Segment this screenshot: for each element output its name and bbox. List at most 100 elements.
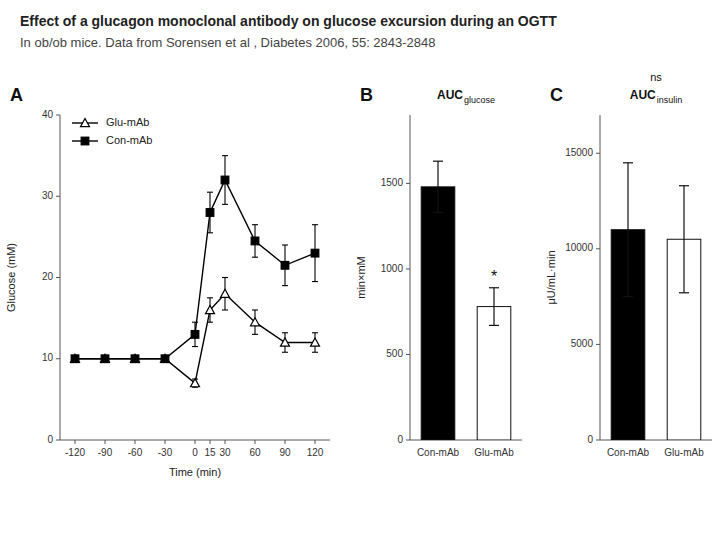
error-cap bbox=[192, 346, 198, 347]
y-tick bbox=[56, 115, 60, 116]
x-tick-label: -60 bbox=[128, 447, 143, 458]
panel-title-main: AUC bbox=[630, 88, 656, 102]
x-tick bbox=[135, 440, 136, 444]
y-tick-label: 15000 bbox=[565, 147, 593, 158]
series-marker bbox=[191, 331, 199, 339]
series-marker bbox=[131, 354, 140, 362]
error-cap bbox=[252, 257, 258, 258]
panel: Con-mAbGlu-mAb050010001500min×mMBAUCgluc… bbox=[355, 85, 522, 458]
bar bbox=[477, 307, 511, 440]
x-tick-label: 0 bbox=[192, 447, 198, 458]
error-cap bbox=[433, 212, 443, 213]
x-tick bbox=[105, 440, 106, 444]
x-tick-label: -30 bbox=[158, 447, 173, 458]
x-tick-label: 60 bbox=[249, 447, 261, 458]
error-cap bbox=[282, 352, 288, 353]
y-tick-label: 0 bbox=[47, 434, 53, 445]
x-tick-label: -120 bbox=[65, 447, 85, 458]
error-cap bbox=[282, 332, 288, 333]
y-tick bbox=[406, 268, 410, 269]
y-tick-label: 30 bbox=[42, 190, 54, 201]
error-bar bbox=[679, 186, 689, 293]
error-bar bbox=[252, 225, 258, 258]
error-cap bbox=[623, 162, 633, 163]
annotation: ns bbox=[650, 71, 662, 83]
y-axis-line bbox=[600, 115, 601, 440]
y-tick-label: 500 bbox=[386, 348, 403, 359]
error-cap bbox=[312, 281, 318, 282]
error-cap bbox=[282, 285, 288, 286]
panel-label: C bbox=[550, 85, 563, 105]
panel-label: B bbox=[360, 85, 373, 105]
y-tick bbox=[406, 440, 410, 441]
y-axis-label: μU/mL·min bbox=[545, 250, 557, 304]
plot-area bbox=[611, 163, 701, 440]
panel-label: A bbox=[10, 85, 23, 105]
x-axis-label: Time (min) bbox=[169, 466, 221, 478]
series-marker bbox=[161, 355, 169, 363]
series-line bbox=[75, 180, 315, 359]
x-tick bbox=[165, 440, 166, 444]
x-tick-label: 90 bbox=[279, 447, 291, 458]
series-marker bbox=[71, 355, 79, 363]
panel: -120-90-60-30015306090120Time (min)01020… bbox=[5, 85, 330, 478]
error-cap bbox=[192, 322, 198, 323]
panel-title: AUCglucose bbox=[437, 88, 495, 105]
y-tick-label: 5000 bbox=[571, 338, 594, 349]
chart-root: Effect of a glucagon monoclonal antibody… bbox=[0, 0, 720, 540]
panel-title-main: AUC bbox=[437, 88, 463, 102]
series-marker bbox=[251, 237, 259, 245]
series-marker bbox=[206, 209, 214, 217]
panel-title-sub: glucose bbox=[464, 95, 495, 105]
error-cap bbox=[679, 292, 689, 293]
panel: Con-mAbGlu-mAb050001000015000μU/mL·minCA… bbox=[545, 71, 712, 458]
series-marker bbox=[161, 354, 170, 362]
error-bar bbox=[192, 322, 198, 346]
y-tick bbox=[56, 440, 60, 441]
y-tick-label: 0 bbox=[397, 434, 403, 445]
panel-title-sub: insulin bbox=[657, 95, 683, 105]
plot-area bbox=[71, 156, 320, 388]
x-tick bbox=[210, 440, 211, 444]
legend-marker bbox=[81, 137, 89, 145]
legend-label: Glu-mAb bbox=[106, 116, 149, 128]
series-marker bbox=[71, 354, 80, 362]
error-cap bbox=[222, 204, 228, 205]
error-cap bbox=[623, 296, 633, 297]
error-cap bbox=[312, 224, 318, 225]
error-bar bbox=[312, 225, 318, 282]
legend-label: Con-mAb bbox=[106, 134, 152, 146]
x-tick-label: Glu-mAb bbox=[664, 447, 704, 458]
series-marker bbox=[221, 289, 230, 297]
x-tick bbox=[315, 440, 316, 444]
error-bar bbox=[433, 161, 443, 212]
y-tick-label: 1500 bbox=[381, 177, 404, 188]
bar bbox=[421, 187, 455, 440]
series-marker bbox=[221, 176, 229, 184]
error-cap bbox=[207, 192, 213, 193]
y-tick bbox=[56, 196, 60, 197]
error-stem bbox=[437, 161, 438, 212]
y-tick bbox=[596, 248, 600, 249]
error-cap bbox=[433, 161, 443, 162]
x-tick bbox=[75, 440, 76, 444]
y-tick bbox=[406, 354, 410, 355]
x-tick-label: 120 bbox=[307, 447, 324, 458]
y-tick-label: 40 bbox=[42, 109, 54, 120]
series-marker bbox=[311, 338, 320, 346]
x-tick bbox=[285, 440, 286, 444]
error-cap bbox=[282, 244, 288, 245]
x-tick bbox=[225, 440, 226, 444]
error-stem bbox=[627, 163, 628, 297]
x-tick-label: -90 bbox=[98, 447, 113, 458]
x-tick bbox=[195, 440, 196, 444]
legend: Glu-mAb Con-mAb bbox=[72, 116, 152, 146]
y-tick-label: 1000 bbox=[381, 263, 404, 274]
y-tick bbox=[596, 344, 600, 345]
x-tick-label: Con-mAb bbox=[607, 447, 650, 458]
series-marker bbox=[101, 355, 109, 363]
series-marker bbox=[311, 249, 319, 257]
series-marker bbox=[281, 261, 289, 269]
error-bar bbox=[489, 288, 499, 326]
error-cap bbox=[489, 325, 499, 326]
